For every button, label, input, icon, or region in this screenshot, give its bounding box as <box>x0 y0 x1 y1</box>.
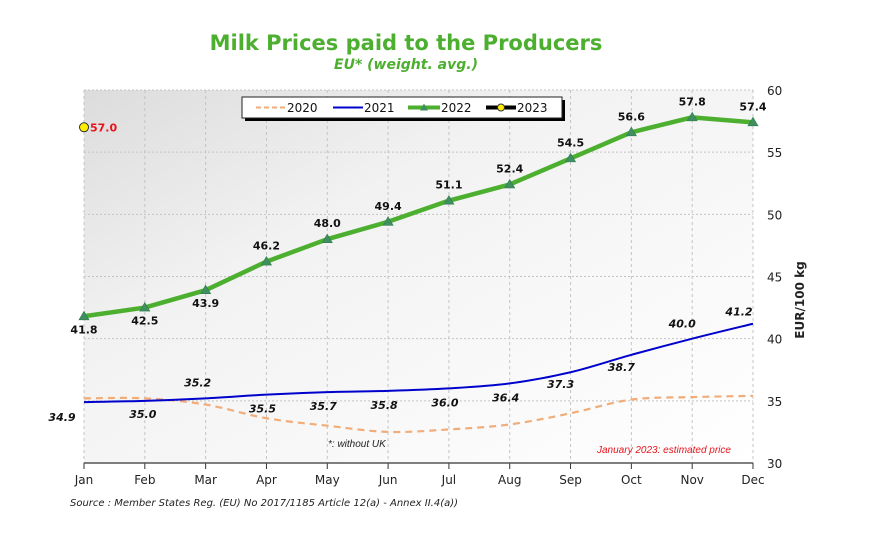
data-label-2021: 35.5 <box>249 403 276 416</box>
data-label-2021: 41.2 <box>724 306 752 319</box>
x-tick-label: Jul <box>441 473 456 487</box>
y-tick-label: 50 <box>767 208 782 222</box>
annotation-without-uk: *: without UK <box>328 439 387 450</box>
data-label-2022: 54.5 <box>557 136 584 149</box>
data-label-2022: 42.5 <box>131 315 158 328</box>
data-label-2021: 35.7 <box>310 400 337 413</box>
marker-2022 <box>321 233 333 243</box>
legend: 2020 2021 2022 2023 <box>241 96 565 121</box>
legend-label-2022: 2022 <box>441 101 472 115</box>
legend-label-2020: 2020 <box>287 101 318 115</box>
marker-2022 <box>139 301 151 312</box>
data-label-2023: 57.0 <box>90 121 117 134</box>
x-tick-label: Mar <box>194 473 217 487</box>
data-label-2022: 51.1 <box>435 179 462 192</box>
y-tick-label: 55 <box>767 146 782 160</box>
marker-2022 <box>200 284 212 294</box>
data-label-2021: 38.7 <box>608 361 635 374</box>
series-line-2021 <box>83 322 754 404</box>
x-tick-label: Feb <box>134 473 155 487</box>
data-labels: 34.9 35.0 35.2 35.5 35.7 35.8 36.0 36.4 37.3 38.7… <box>48 95 766 424</box>
marker-2022 <box>747 116 759 127</box>
y-tick-label: 40 <box>767 333 782 347</box>
data-label-2021: 36.4 <box>492 391 519 404</box>
x-tick-label: May <box>315 473 340 487</box>
data-label-2022: 46.2 <box>253 240 280 253</box>
axes: 30 35 40 45 50 55 60 Jan Feb Mar Apr May Jun Jul Aug Se… <box>74 84 783 487</box>
annotation-estimated-price: January 2023: estimated price <box>596 445 731 456</box>
y-tick-label: 30 <box>767 457 782 471</box>
data-label-2021: 35.2 <box>184 376 211 389</box>
series-line-2020 <box>83 394 754 434</box>
marker-2022 <box>565 152 577 163</box>
data-label-2021: 35.8 <box>371 399 398 412</box>
marker-2022 <box>78 310 90 321</box>
marker-2022 <box>260 255 272 266</box>
marker-2022 <box>625 126 637 137</box>
marker-2023 <box>79 122 89 133</box>
data-label-2021: 37.3 <box>547 378 574 391</box>
y-tick-label: 60 <box>767 84 782 98</box>
data-label-2021: 40.0 <box>668 318 696 331</box>
data-label-2021: 34.9 <box>48 411 75 424</box>
legend-box <box>241 96 563 119</box>
source-note: Source : Member States Reg. (EU) No 2017… <box>70 498 458 509</box>
legend-label-2023: 2023 <box>517 101 548 115</box>
data-label-2022: 43.9 <box>192 297 219 310</box>
series-lines <box>78 111 759 434</box>
x-tick-label: Jun <box>378 473 398 487</box>
legend-marker-2022 <box>420 103 428 111</box>
marker-2022 <box>443 195 455 205</box>
x-tick-label: Sep <box>559 473 582 487</box>
x-tick-label: Apr <box>256 473 277 487</box>
data-label-2022: 49.4 <box>375 200 402 213</box>
chart-title: Milk Prices paid to the Producers <box>210 31 603 55</box>
marker-2022 <box>382 216 394 226</box>
data-label-2022: 48.0 <box>314 217 341 230</box>
data-label-2022: 57.4 <box>739 100 766 113</box>
legend-marker-2023 <box>497 103 505 112</box>
marker-2022 <box>504 178 516 189</box>
legend-label-2021: 2021 <box>364 101 395 115</box>
chart-subtitle: EU* (weight. avg.) <box>334 57 478 73</box>
y-tick-label: 35 <box>767 395 782 409</box>
x-tick-label: Oct <box>621 473 642 487</box>
marker-2022 <box>686 111 698 122</box>
x-tick-label: Dec <box>741 473 764 487</box>
x-tick-label: Aug <box>498 473 521 487</box>
y-axis-label: EUR/100 kg <box>793 261 807 338</box>
x-tick-label: Nov <box>680 473 703 487</box>
data-label-2022: 57.8 <box>679 95 706 108</box>
data-label-2021: 36.0 <box>431 396 458 409</box>
data-label-2022: 56.6 <box>618 110 645 123</box>
series-line-2022 <box>83 115 754 319</box>
data-label-2022: 52.4 <box>496 162 523 175</box>
data-label-2021: 35.0 <box>129 408 156 421</box>
y-tick-label: 45 <box>767 271 782 285</box>
gridlines <box>83 89 754 463</box>
x-tick-label: Jan <box>74 473 94 487</box>
data-label-2022: 41.8 <box>70 323 97 336</box>
